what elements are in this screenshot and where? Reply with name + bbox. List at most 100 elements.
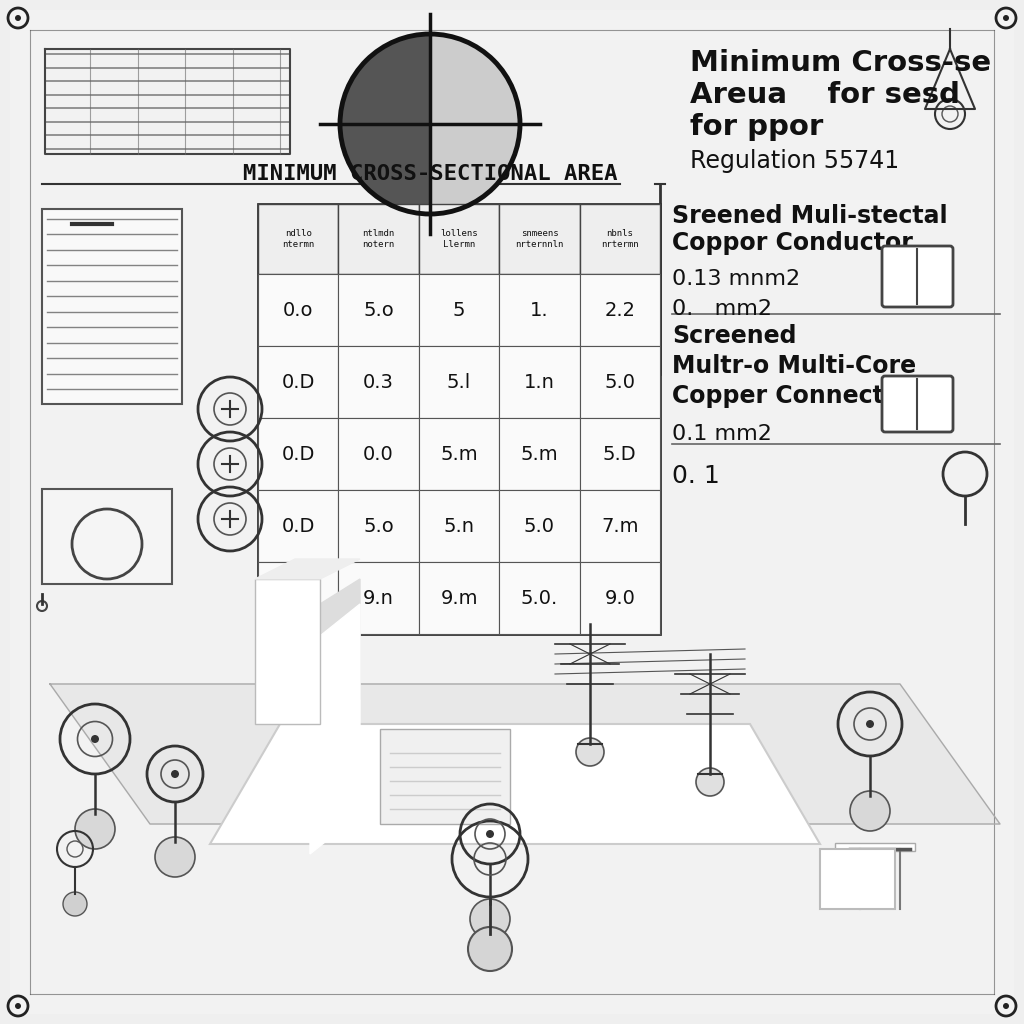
Text: 0.D: 0.D <box>282 444 315 464</box>
Text: 1.n: 1.n <box>524 373 555 391</box>
Circle shape <box>15 1002 22 1009</box>
FancyBboxPatch shape <box>419 490 500 562</box>
Circle shape <box>696 768 724 796</box>
FancyBboxPatch shape <box>882 376 953 432</box>
FancyBboxPatch shape <box>338 562 419 634</box>
Text: Coppor Conductor: Coppor Conductor <box>672 231 912 255</box>
Circle shape <box>468 927 512 971</box>
Circle shape <box>155 837 195 877</box>
Text: for ppor: for ppor <box>690 113 823 141</box>
Text: 5.n: 5.n <box>443 516 474 536</box>
FancyBboxPatch shape <box>338 204 419 274</box>
Text: Screened: Screened <box>672 324 797 348</box>
Circle shape <box>1002 15 1009 22</box>
FancyBboxPatch shape <box>419 204 500 274</box>
Text: Multr-o Multi-Core: Multr-o Multi-Core <box>672 354 916 378</box>
FancyBboxPatch shape <box>258 562 338 634</box>
Text: Minimum Cross-se: Minimum Cross-se <box>690 49 991 77</box>
FancyBboxPatch shape <box>580 346 660 418</box>
FancyBboxPatch shape <box>500 418 580 490</box>
FancyBboxPatch shape <box>258 418 338 490</box>
Text: nbnls
nrtermn: nbnls nrtermn <box>601 229 639 249</box>
Polygon shape <box>210 724 820 844</box>
FancyBboxPatch shape <box>419 418 500 490</box>
FancyBboxPatch shape <box>820 849 895 909</box>
Text: 9.m: 9.m <box>440 589 478 607</box>
Text: 0.D: 0.D <box>282 373 315 391</box>
FancyBboxPatch shape <box>258 490 338 562</box>
FancyBboxPatch shape <box>338 346 419 418</box>
FancyBboxPatch shape <box>835 843 915 851</box>
Text: Areua    for sesd: Areua for sesd <box>690 81 961 109</box>
Text: 0.3: 0.3 <box>364 373 394 391</box>
FancyBboxPatch shape <box>42 489 172 584</box>
Text: 2.2: 2.2 <box>604 300 635 319</box>
Text: 5.m: 5.m <box>440 444 478 464</box>
FancyBboxPatch shape <box>419 562 500 634</box>
Text: Regulation 55741: Regulation 55741 <box>690 150 899 173</box>
Circle shape <box>63 892 87 916</box>
Text: ndllo
ntermn: ndllo ntermn <box>282 229 314 249</box>
FancyBboxPatch shape <box>580 418 660 490</box>
Text: Copper Connector: Copper Connector <box>672 384 911 408</box>
Text: 5.0: 5.0 <box>604 373 635 391</box>
FancyBboxPatch shape <box>380 729 510 824</box>
Text: 0. 1: 0. 1 <box>672 464 720 488</box>
FancyBboxPatch shape <box>580 490 660 562</box>
FancyBboxPatch shape <box>258 346 338 418</box>
FancyBboxPatch shape <box>258 204 660 634</box>
Text: 0.0: 0.0 <box>364 444 394 464</box>
FancyBboxPatch shape <box>255 579 319 724</box>
FancyBboxPatch shape <box>500 346 580 418</box>
FancyBboxPatch shape <box>500 562 580 634</box>
Text: 0.13 mnm2: 0.13 mnm2 <box>672 269 800 289</box>
Wedge shape <box>340 34 430 214</box>
Text: 0.D: 0.D <box>282 516 315 536</box>
Text: snmeens
nrternnln: snmeens nrternnln <box>515 229 563 249</box>
Polygon shape <box>310 604 360 854</box>
Text: 5.o: 5.o <box>364 516 394 536</box>
Polygon shape <box>319 579 360 724</box>
Text: 9.0: 9.0 <box>604 589 635 607</box>
Text: 5.D: 5.D <box>603 444 637 464</box>
Text: MINIMUM CROSS-SECTIONAL AREA: MINIMUM CROSS-SECTIONAL AREA <box>243 164 617 184</box>
Circle shape <box>866 720 874 728</box>
FancyBboxPatch shape <box>580 562 660 634</box>
Text: 0.   mm2: 0. mm2 <box>672 299 772 319</box>
Text: lollens
Llermn: lollens Llermn <box>440 229 478 249</box>
Text: 9.n: 9.n <box>364 589 394 607</box>
Polygon shape <box>255 559 360 579</box>
FancyBboxPatch shape <box>500 274 580 346</box>
Text: 5.0.: 5.0. <box>521 589 558 607</box>
Text: 5: 5 <box>453 300 465 319</box>
Text: 9.o: 9.o <box>283 589 313 607</box>
Circle shape <box>1002 1002 1009 1009</box>
Text: 5.0: 5.0 <box>524 516 555 536</box>
FancyBboxPatch shape <box>258 274 338 346</box>
Text: 0.o: 0.o <box>283 300 313 319</box>
FancyBboxPatch shape <box>500 204 580 274</box>
Text: 5.o: 5.o <box>364 300 394 319</box>
Circle shape <box>75 809 115 849</box>
Circle shape <box>470 899 510 939</box>
Text: 0.1 mm2: 0.1 mm2 <box>672 424 772 444</box>
FancyBboxPatch shape <box>258 204 338 274</box>
FancyBboxPatch shape <box>882 246 953 307</box>
Text: 1.: 1. <box>530 300 549 319</box>
Circle shape <box>91 735 99 743</box>
Circle shape <box>575 738 604 766</box>
FancyBboxPatch shape <box>338 418 419 490</box>
FancyBboxPatch shape <box>338 490 419 562</box>
FancyBboxPatch shape <box>580 204 660 274</box>
Text: 5.l: 5.l <box>446 373 471 391</box>
Circle shape <box>15 15 22 22</box>
Text: 5.m: 5.m <box>520 444 558 464</box>
Circle shape <box>171 770 179 778</box>
FancyBboxPatch shape <box>10 10 1014 1014</box>
Text: Sreened Muli-stectal: Sreened Muli-stectal <box>672 204 947 228</box>
Wedge shape <box>430 34 520 214</box>
Circle shape <box>486 830 494 838</box>
FancyBboxPatch shape <box>338 274 419 346</box>
Polygon shape <box>50 684 1000 824</box>
Text: 7.m: 7.m <box>601 516 639 536</box>
